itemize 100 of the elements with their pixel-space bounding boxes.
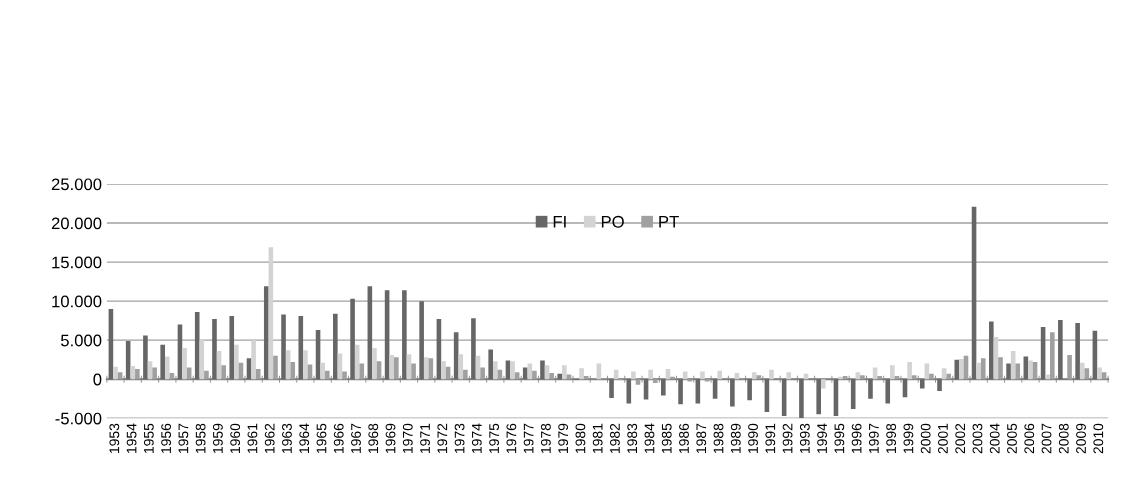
x-tick-label: 2009 bbox=[1076, 423, 1086, 454]
bar bbox=[372, 347, 377, 380]
legend-label: PT bbox=[659, 216, 679, 228]
bar bbox=[631, 371, 636, 380]
x-tick-label: 1982 bbox=[610, 423, 620, 453]
bar bbox=[929, 373, 934, 380]
x-tick-label: 1967 bbox=[351, 423, 361, 453]
bar bbox=[946, 373, 952, 380]
x-tick-label: 1998 bbox=[886, 423, 897, 453]
x-tick-label: 1955 bbox=[143, 423, 154, 453]
x-tick-label: 1989 bbox=[730, 423, 741, 453]
bar bbox=[522, 367, 528, 380]
bar bbox=[635, 379, 641, 385]
x-tick-label: 1970 bbox=[402, 423, 413, 453]
legend-label: FI bbox=[553, 216, 566, 228]
bar bbox=[251, 340, 256, 380]
bar bbox=[333, 313, 338, 380]
bar bbox=[700, 371, 705, 380]
bar bbox=[389, 355, 395, 380]
bar bbox=[394, 357, 399, 380]
bar bbox=[877, 376, 882, 380]
x-tick-label: 1971 bbox=[420, 423, 430, 453]
bar bbox=[1015, 363, 1021, 380]
y-tick-label: 15.000 bbox=[52, 256, 102, 269]
bar bbox=[980, 358, 986, 380]
x-tick-label: 2006 bbox=[1024, 423, 1035, 454]
x-tick-label: 2007 bbox=[1041, 423, 1052, 454]
bar bbox=[194, 312, 200, 380]
x-tick-label: 2004 bbox=[989, 423, 1000, 454]
bar bbox=[609, 379, 614, 398]
x-tick-label: 1981 bbox=[592, 423, 603, 453]
bar bbox=[480, 367, 485, 380]
bar bbox=[488, 349, 493, 380]
x-tick-label: 2010 bbox=[1093, 423, 1104, 454]
x-tick-label: 1963 bbox=[282, 423, 292, 453]
bar bbox=[234, 344, 239, 380]
bar bbox=[890, 365, 895, 380]
bar bbox=[954, 359, 960, 380]
legend-label: PO bbox=[601, 215, 624, 228]
x-tick-label: 1996 bbox=[851, 423, 862, 453]
bar bbox=[402, 290, 407, 380]
y-tick-label: -5.000 bbox=[55, 412, 102, 425]
bar bbox=[670, 376, 675, 380]
x-tick-label: 1961 bbox=[247, 423, 258, 453]
bar bbox=[998, 357, 1003, 380]
x-tick-label: 1979 bbox=[558, 423, 569, 453]
bar bbox=[320, 362, 325, 380]
x-tick-label: 1980 bbox=[575, 423, 586, 453]
x-tick-label: 1956 bbox=[161, 423, 172, 453]
bar bbox=[626, 379, 632, 404]
x-tick-label: 2002 bbox=[955, 423, 966, 454]
bar bbox=[273, 355, 278, 380]
bar bbox=[510, 361, 515, 380]
x-tick-label: 1984 bbox=[644, 423, 655, 453]
bar bbox=[747, 379, 752, 401]
x-tick-label: 2008 bbox=[1058, 423, 1069, 454]
bar bbox=[290, 362, 296, 380]
x-tick-label: 1968 bbox=[368, 423, 379, 453]
x-tick-label: 1993 bbox=[799, 423, 810, 453]
bar bbox=[1075, 323, 1080, 380]
x-tick-label: 1973 bbox=[454, 423, 465, 453]
bar bbox=[937, 379, 942, 391]
bar bbox=[850, 379, 856, 409]
bar bbox=[350, 298, 355, 380]
y-tick-label: 25.000 bbox=[51, 178, 102, 191]
bar bbox=[959, 358, 964, 380]
bar bbox=[143, 335, 148, 380]
x-tick-label: 1966 bbox=[333, 423, 344, 453]
bar bbox=[164, 356, 170, 380]
x-tick-label: 1975 bbox=[489, 423, 500, 453]
x-tick-label: 1997 bbox=[868, 423, 879, 453]
x-tick-label: 1969 bbox=[385, 423, 396, 453]
bar bbox=[263, 286, 269, 380]
bar bbox=[989, 321, 994, 380]
bar bbox=[1067, 355, 1072, 380]
x-tick-label: 1999 bbox=[903, 423, 914, 453]
bar bbox=[463, 369, 468, 380]
bar bbox=[643, 379, 649, 400]
x-tick-label: 1957 bbox=[178, 423, 189, 453]
bar bbox=[730, 379, 735, 407]
x-tick-label: 1983 bbox=[627, 423, 638, 453]
x-tick-label: 1962 bbox=[264, 423, 275, 453]
bar bbox=[678, 379, 683, 405]
x-tick-label: 2005 bbox=[1007, 423, 1017, 454]
x-tick-label: 1953 bbox=[109, 423, 120, 453]
bar bbox=[652, 379, 658, 384]
bar bbox=[751, 372, 757, 380]
bar bbox=[583, 376, 589, 380]
bar bbox=[441, 361, 446, 380]
x-tick-label: 1990 bbox=[748, 423, 758, 453]
x-tick-label: 1978 bbox=[540, 423, 551, 453]
bar bbox=[1028, 360, 1033, 380]
bar bbox=[113, 366, 118, 380]
bar bbox=[786, 372, 792, 380]
x-tick-label: 1985 bbox=[661, 423, 672, 453]
bar bbox=[1045, 374, 1051, 380]
x-tick-label: 2000 bbox=[920, 423, 931, 454]
bar bbox=[648, 369, 653, 380]
bar bbox=[130, 365, 136, 380]
bar bbox=[579, 368, 584, 380]
